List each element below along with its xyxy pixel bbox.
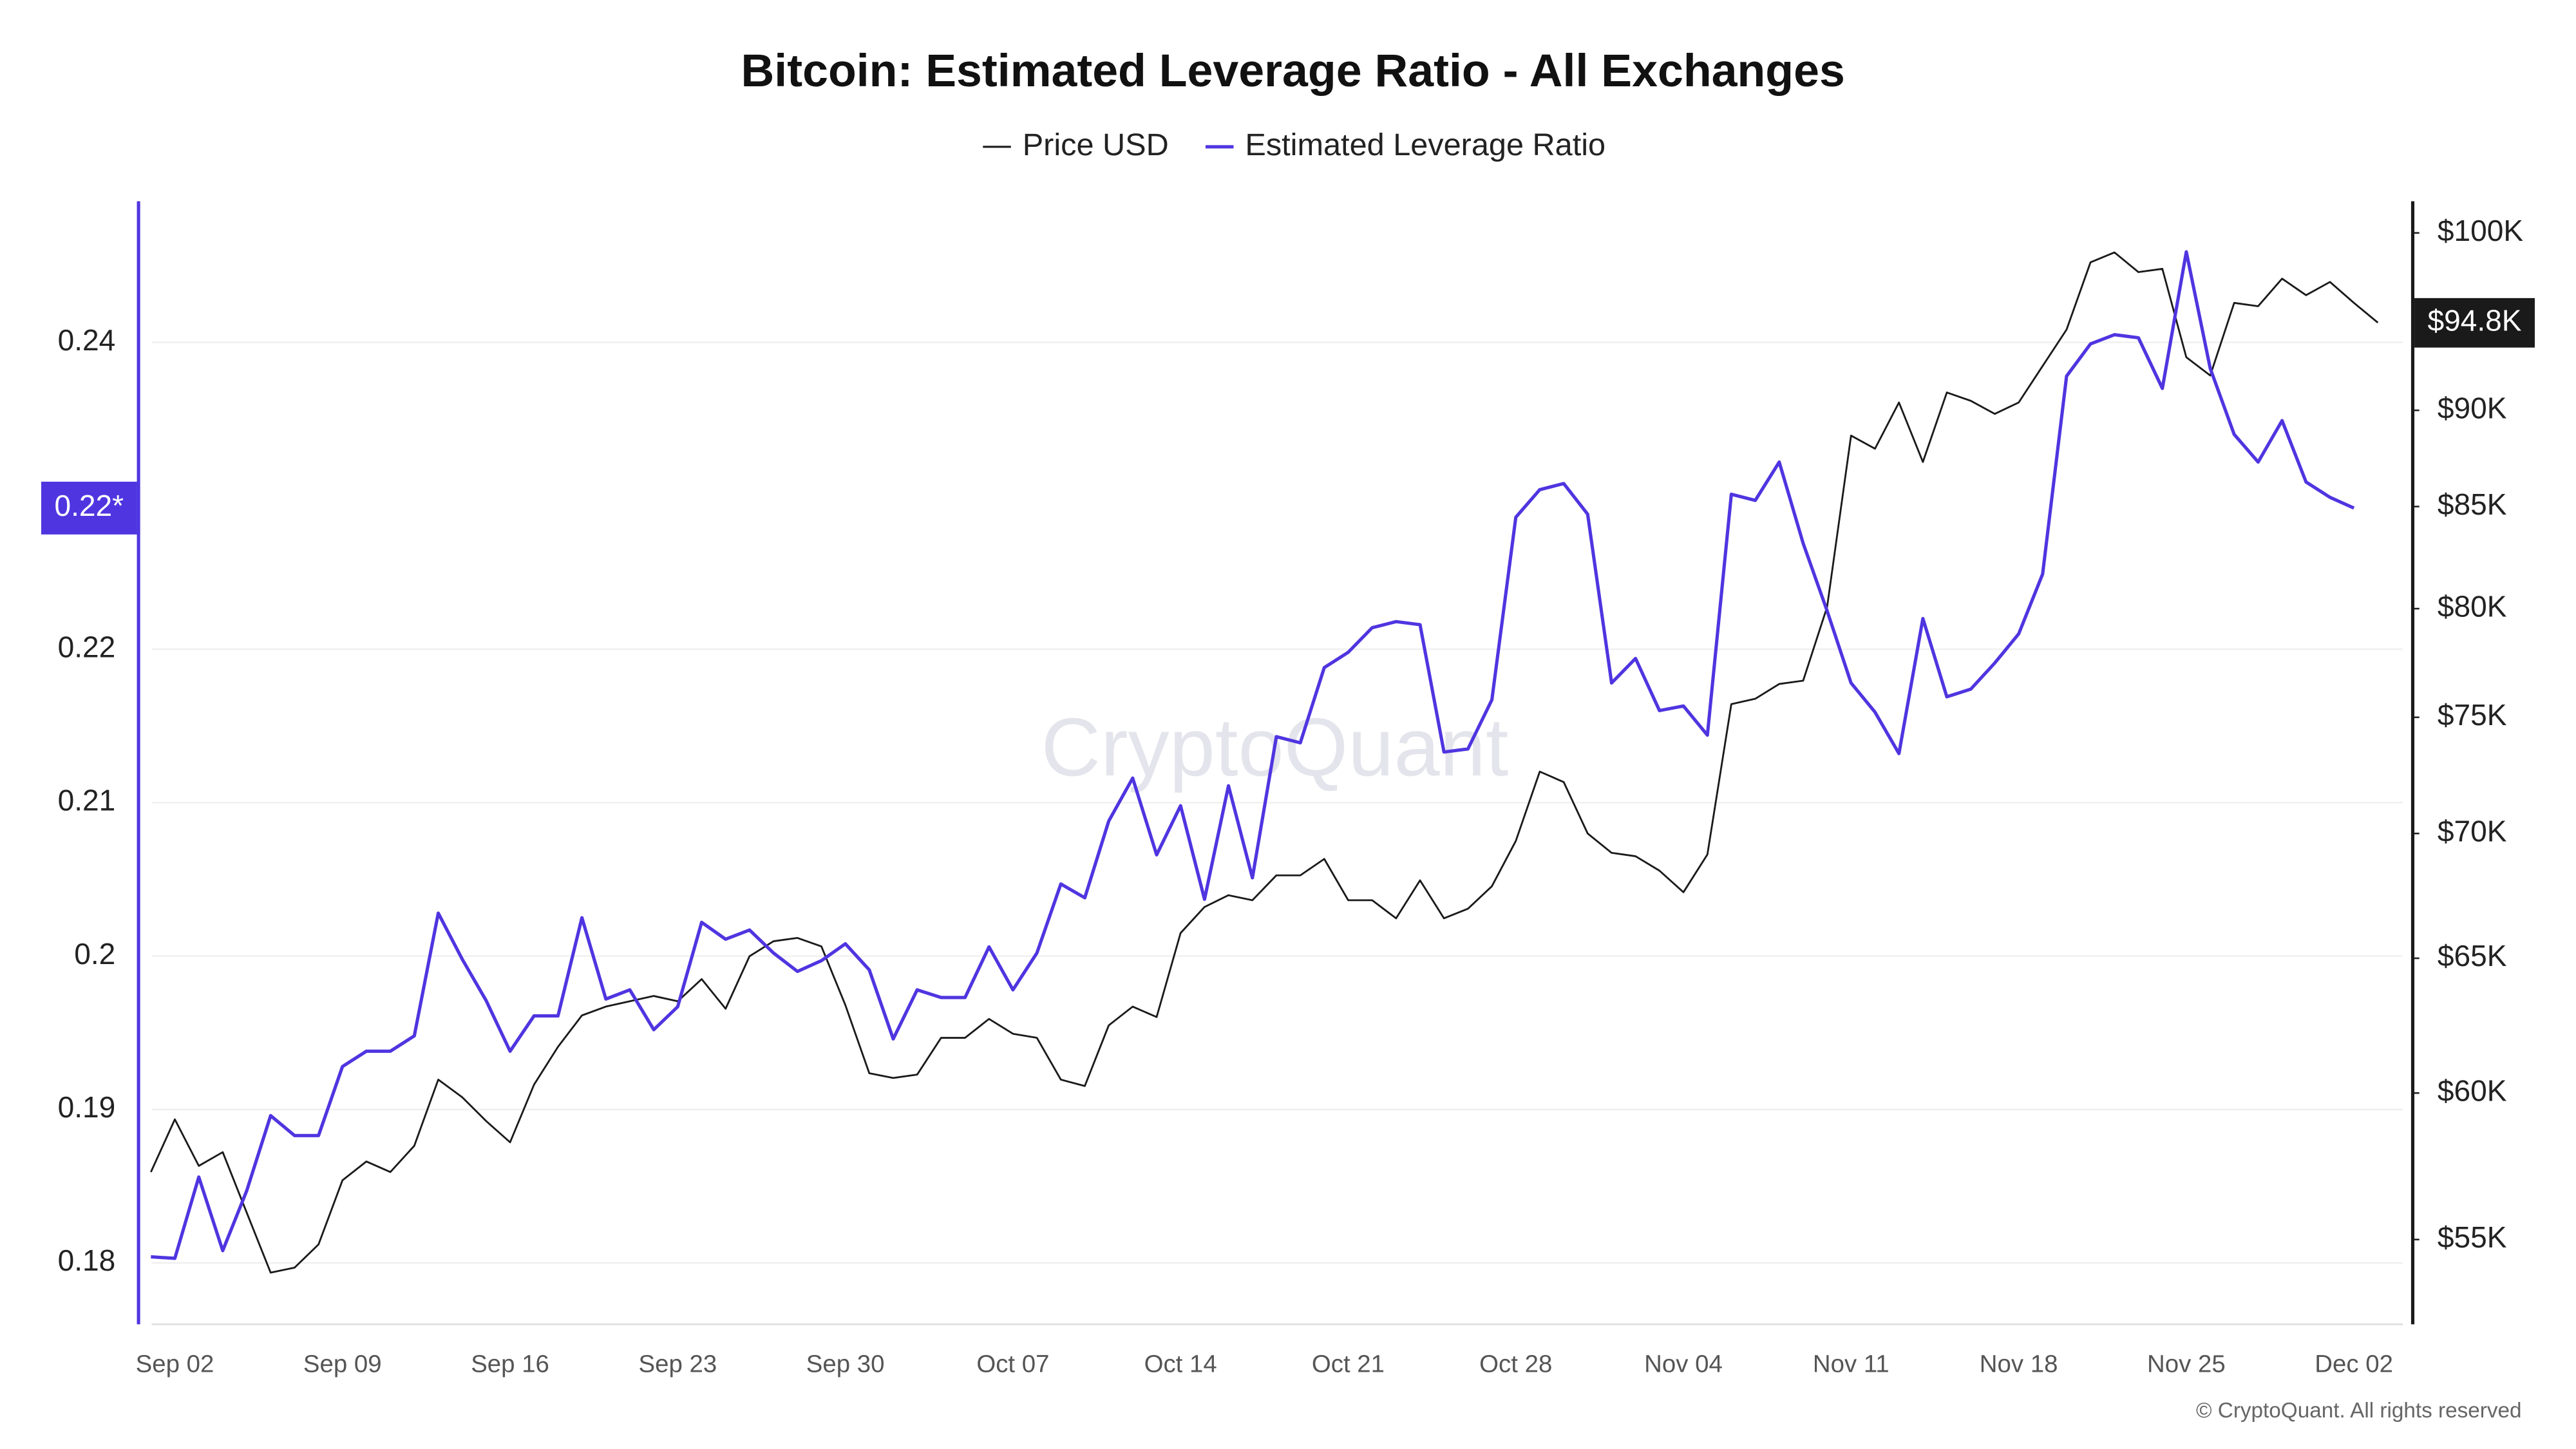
y-tick-label: 0.2: [74, 937, 115, 971]
x-tick-label: Nov 11: [1813, 1350, 1889, 1378]
legend-label: Price USD: [1023, 128, 1169, 162]
x-tick-label: Oct 07: [976, 1350, 1049, 1378]
x-tick-label: Sep 23: [638, 1350, 717, 1378]
y2-marker-label: $94.8K: [2427, 303, 2521, 337]
x-tick-label: Sep 09: [303, 1350, 382, 1378]
y2-tick-label: $90K: [2438, 391, 2507, 424]
y-tick-label: 0.19: [58, 1090, 116, 1124]
y-tick-label: 0.22: [58, 630, 116, 663]
x-tick-label: Oct 14: [1144, 1350, 1217, 1378]
y-tick-label: 0.21: [58, 784, 116, 817]
y2-tick-label: $60K: [2438, 1074, 2507, 1107]
y-marker-box: [41, 481, 137, 535]
y2-tick-label: $70K: [2438, 814, 2507, 848]
y2-tick-label: $65K: [2438, 939, 2507, 972]
x-tick-label: Sep 02: [136, 1350, 214, 1378]
copyright: © CryptoQuant. All rights reserved: [2196, 1399, 2521, 1423]
legend-label: Estimated Leverage Ratio: [1245, 128, 1605, 162]
y-tick-label: 0.18: [58, 1244, 116, 1277]
x-tick-label: Sep 16: [471, 1350, 549, 1378]
y2-tick-label: $100K: [2438, 214, 2524, 247]
y2-marker-box: [2414, 298, 2535, 348]
y-marker-label: 0.22*: [54, 489, 124, 522]
series-line: [151, 250, 2355, 1260]
x-tick-label: Nov 25: [2147, 1350, 2226, 1378]
x-tick-label: Oct 28: [1479, 1350, 1552, 1378]
y-tick-label: 0.24: [58, 323, 116, 357]
x-tick-label: Oct 21: [1312, 1350, 1385, 1378]
x-tick-label: Nov 18: [1980, 1350, 2058, 1378]
y2-tick-label: $85K: [2438, 488, 2507, 521]
x-tick-label: Dec 02: [2315, 1350, 2393, 1378]
series-line: [150, 251, 2379, 1274]
y2-tick-label: $55K: [2438, 1220, 2507, 1254]
x-tick-label: Nov 04: [1644, 1350, 1723, 1378]
y2-tick-label: $80K: [2438, 589, 2507, 623]
y2-tick-label: $75K: [2438, 698, 2507, 732]
x-tick-label: Sep 30: [806, 1350, 885, 1378]
chart-title: Bitcoin: Estimated Leverage Ratio - All …: [741, 45, 1845, 97]
